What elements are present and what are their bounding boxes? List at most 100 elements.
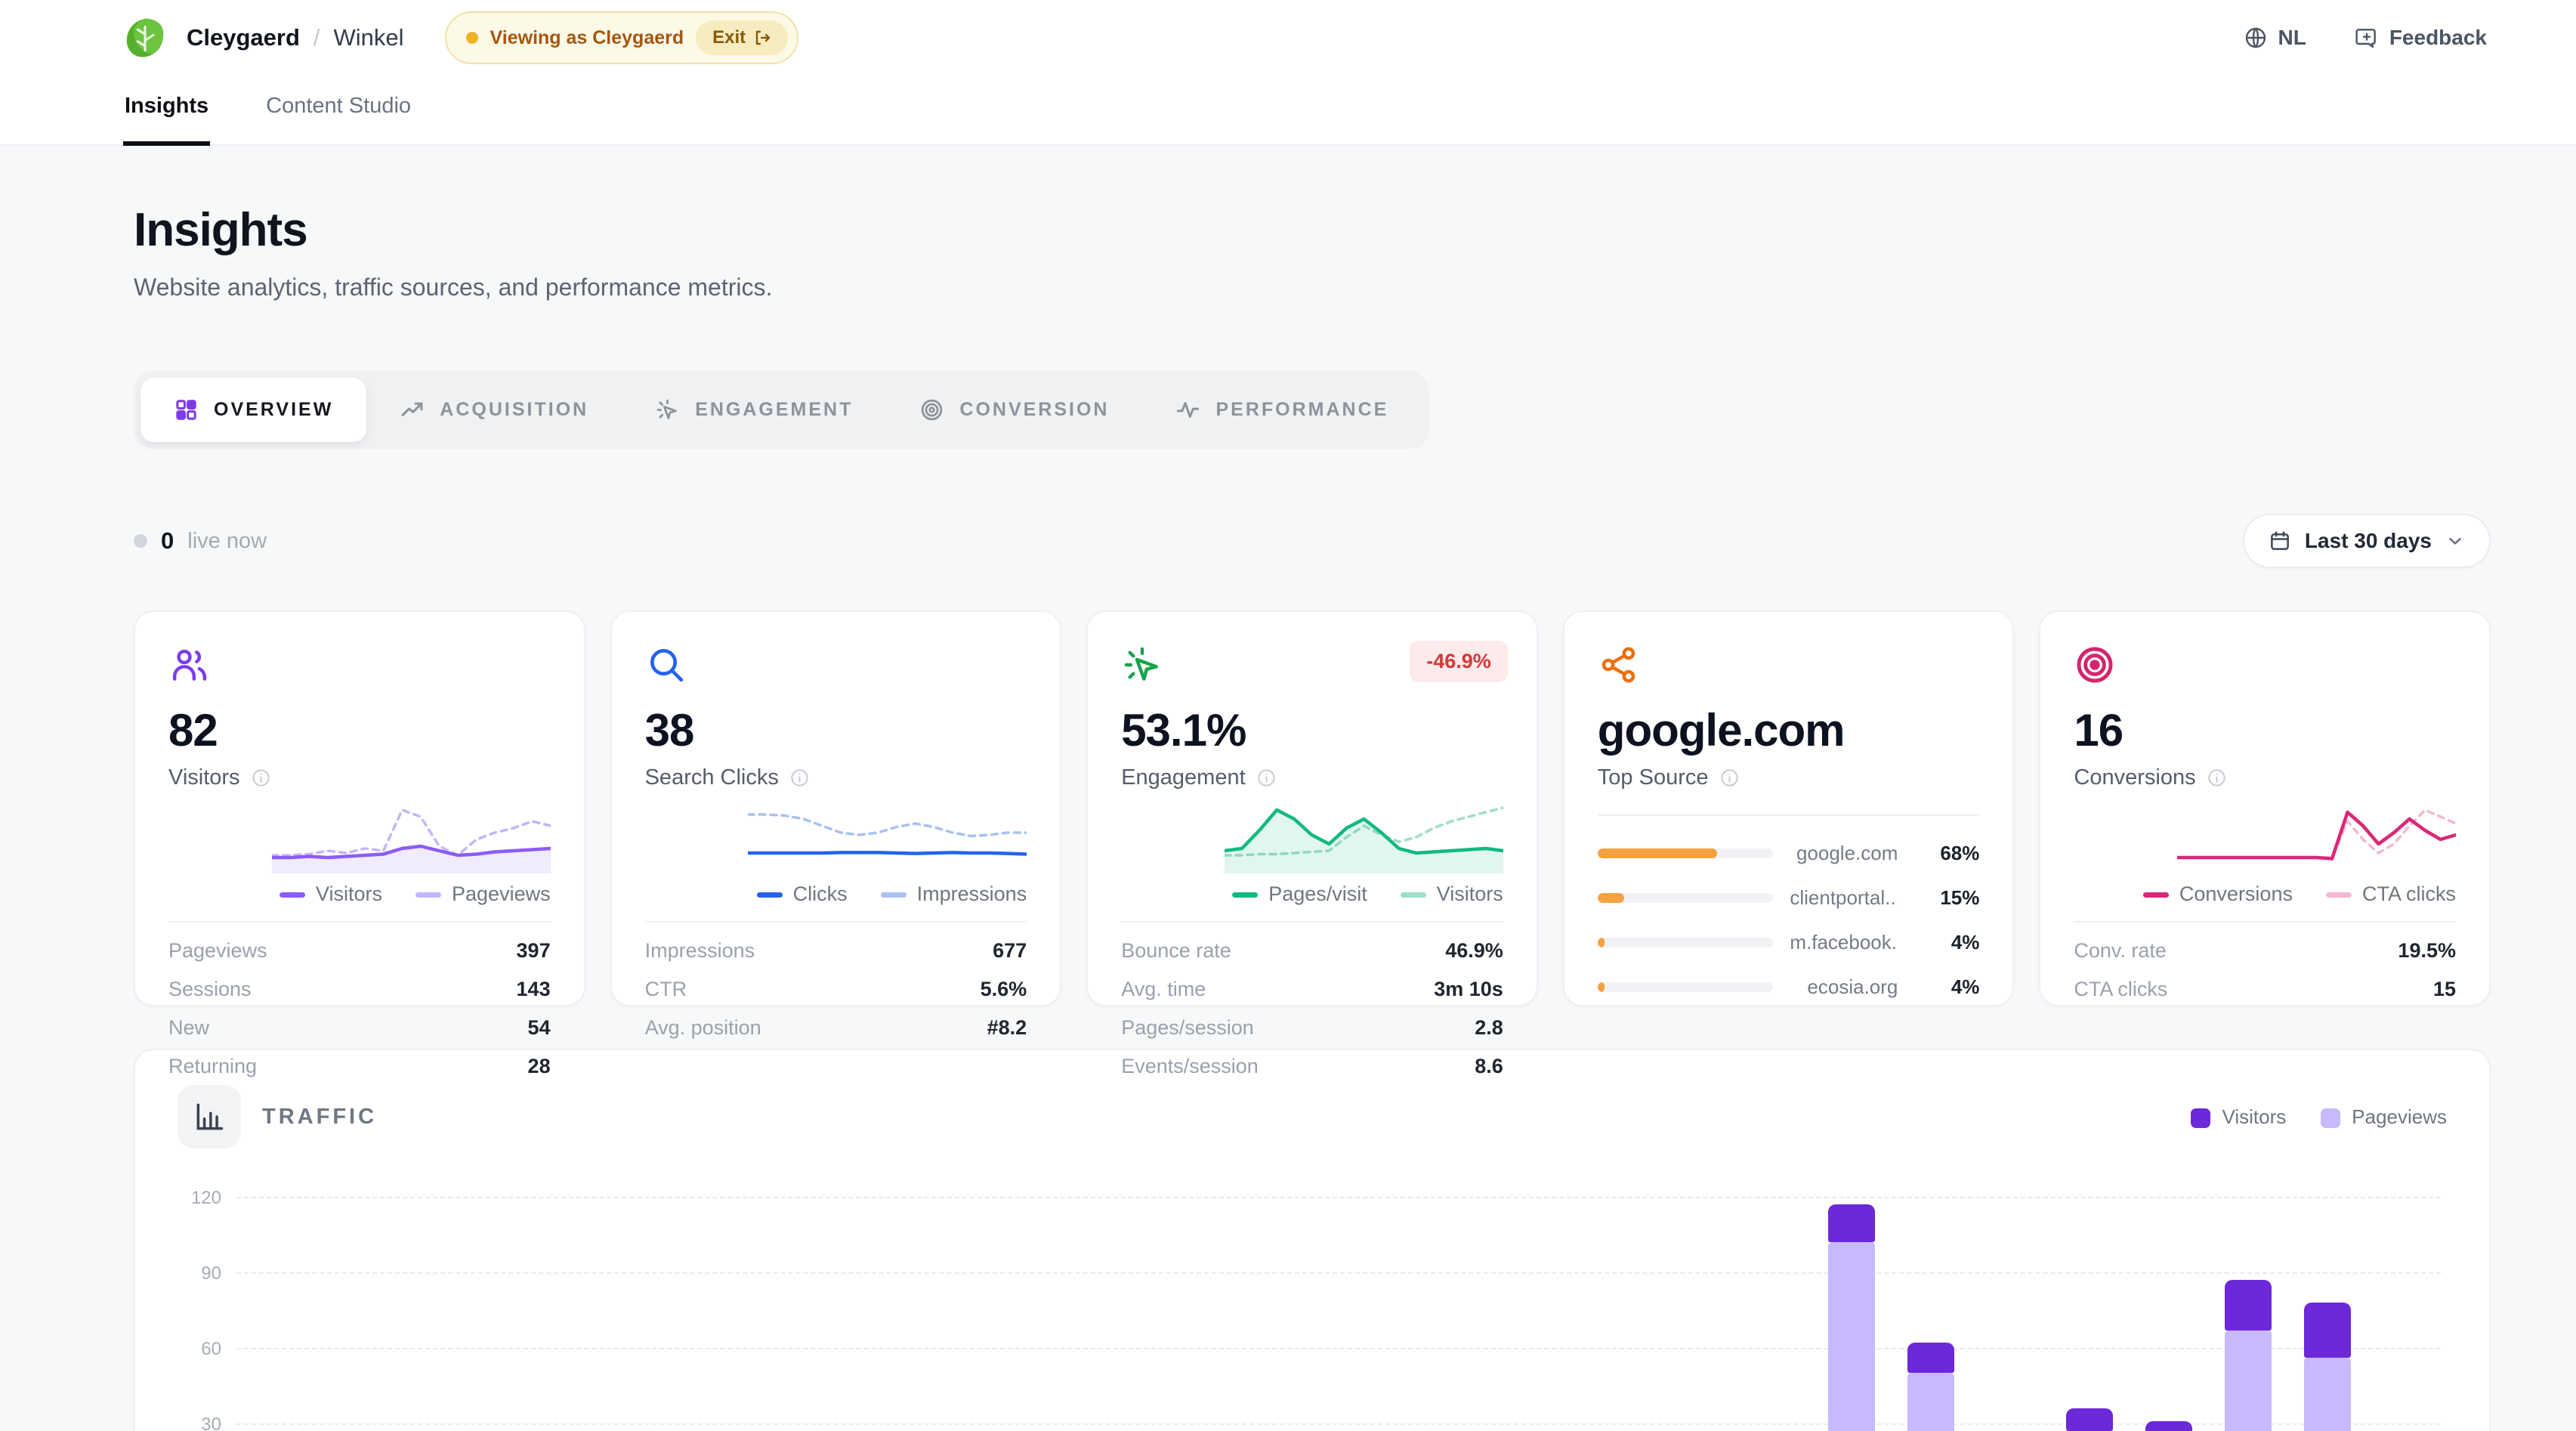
engagement-delta-badge: -46.9% <box>1410 641 1508 682</box>
brand-name[interactable]: Cleygaerd <box>187 24 300 51</box>
stat-pageviews: Pageviews 397 <box>168 939 551 962</box>
live-status-dot <box>134 534 147 548</box>
conversions-value: 16 <box>2074 705 2124 756</box>
source-row-ecosia: ecosia.org 4% <box>1597 975 1979 999</box>
tab-performance-label: PERFORMANCE <box>1215 399 1389 420</box>
cursor-click-icon <box>655 397 680 422</box>
stat-sessions: Sessions 143 <box>168 978 551 1000</box>
info-icon[interactable] <box>1256 768 1277 788</box>
info-icon[interactable] <box>789 768 810 788</box>
traffic-bar-29-mar[interactable] <box>2225 1280 2272 1431</box>
traffic-bar-24-mar[interactable] <box>1828 1204 1875 1431</box>
nav-tab-content-studio[interactable]: Content Studio <box>264 76 412 146</box>
stat-pages-session: Pages/session 2.8 <box>1121 1016 1503 1039</box>
conversions-sparkline <box>2074 792 2456 873</box>
visitors-value: 82 <box>168 705 218 756</box>
viewing-as-badge: Viewing as Cleygaerd Exit <box>444 11 799 64</box>
stat-new: New 54 <box>168 1016 551 1039</box>
conversions-label: Conversions <box>2074 765 2196 790</box>
nav-tab-insights[interactable]: Insights <box>123 76 211 146</box>
search-clicks-value: 38 <box>644 705 695 756</box>
viewing-status-dot <box>465 32 478 44</box>
traffic-bar-28-mar[interactable] <box>2145 1420 2192 1431</box>
source-row-google: google.com 68% <box>1597 842 1979 865</box>
share-icon <box>1598 644 1980 686</box>
tab-performance[interactable]: PERFORMANCE <box>1142 378 1422 442</box>
cursor-click-icon <box>1121 644 1503 686</box>
top-source-label: Top Source <box>1597 765 1709 790</box>
bar-segment-pageviews <box>1828 1242 1875 1431</box>
tab-engagement[interactable]: ENGAGEMENT <box>622 378 886 442</box>
users-icon <box>168 644 551 686</box>
stat-avg-time: Avg. time 3m 10s <box>1121 978 1503 1000</box>
search-clicks-card: 38 Search Clicks Clicks Impressions Impr… <box>610 610 1062 1039</box>
tab-overview-label: OVERVIEW <box>214 399 334 420</box>
bar-segment-visitors <box>2145 1420 2192 1431</box>
engagement-label: Engagement <box>1121 765 1246 790</box>
engagement-card-legend: Pages/visit Visitors <box>1121 882 1503 906</box>
feedback-icon <box>2355 26 2379 50</box>
conversions-card: 16 Conversions Conversions CTA clicks Co… <box>2039 610 2491 1006</box>
stat-impressions: Impressions 677 <box>644 939 1027 962</box>
bar-segment-pageviews <box>2225 1330 2272 1431</box>
language-label: NL <box>2278 26 2306 49</box>
info-icon[interactable] <box>251 768 271 788</box>
trending-up-icon <box>400 397 425 422</box>
tab-engagement-label: ENGAGEMENT <box>695 399 854 420</box>
target-icon <box>2074 644 2456 686</box>
visitors-card: 82 Visitors Visitors Pageviews Pageviews… <box>134 610 585 1077</box>
stat-returning: Returning 28 <box>168 1055 551 1077</box>
bar-segment-visitors <box>1907 1343 1954 1374</box>
engagement-value: 53.1% <box>1121 705 1246 756</box>
bar-segment-pageviews <box>2304 1358 2351 1431</box>
source-row-facebook: m.facebook.... 4% <box>1597 931 1979 954</box>
feedback-button[interactable]: Feedback <box>2355 26 2487 50</box>
traffic-bar-27-mar[interactable] <box>2066 1408 2113 1431</box>
live-count: 0 <box>161 527 175 554</box>
viewing-as-label: Viewing as Cleygaerd <box>490 26 684 48</box>
stat-cta-clicks: CTA clicks 15 <box>2074 978 2456 1000</box>
visitors-label: Visitors <box>168 765 240 790</box>
bar-segment-visitors <box>2304 1303 2351 1358</box>
page-subtitle: Website analytics, traffic sources, and … <box>134 274 773 301</box>
top-source-card: google.com Top Source google.com 68% cli… <box>1562 610 2015 1006</box>
tab-acquisition[interactable]: ACQUISITION <box>366 378 622 442</box>
traffic-legend: Visitors Pageviews <box>2191 1105 2447 1129</box>
activity-icon <box>1175 397 1200 422</box>
info-icon[interactable] <box>1719 768 1740 788</box>
date-range-selector[interactable]: Last 30 days <box>2242 514 2491 568</box>
bar-segment-visitors <box>2066 1408 2113 1431</box>
bar-segment-visitors <box>2225 1280 2272 1331</box>
tab-conversion[interactable]: CONVERSION <box>886 378 1142 442</box>
calendar-icon <box>2269 530 2291 552</box>
conversions-card-legend: Conversions CTA clicks <box>2074 882 2456 906</box>
search-icon <box>645 644 1027 686</box>
source-row-clientportal: clientportal.... 15% <box>1597 886 1979 910</box>
breadcrumb-separator: / <box>313 24 320 51</box>
traffic-bar-30-mar[interactable] <box>2304 1303 2351 1431</box>
search-clicks-label: Search Clicks <box>644 765 779 790</box>
tab-acquisition-label: ACQUISITION <box>440 399 589 420</box>
globe-icon <box>2244 26 2268 50</box>
workspace-name[interactable]: Winkel <box>333 24 404 51</box>
info-icon[interactable] <box>2207 768 2227 788</box>
live-visitors-indicator: 0 live now <box>134 527 267 555</box>
top-bar: Cleygaerd / Winkel Viewing as Cleygaerd … <box>0 0 2576 76</box>
exit-icon <box>753 29 771 47</box>
main-content: Insights Website analytics, traffic sour… <box>0 203 2576 1431</box>
language-selector[interactable]: NL <box>2244 26 2306 50</box>
page-title: Insights <box>134 204 308 256</box>
exit-viewing-button[interactable]: Exit <box>696 20 789 55</box>
traffic-bar-25-mar[interactable] <box>1907 1343 1954 1431</box>
stat-ctr: CTR 5.6% <box>644 978 1027 1000</box>
tab-overview[interactable]: OVERVIEW <box>141 378 367 442</box>
tab-conversion-label: CONVERSION <box>959 399 1110 420</box>
bar-segment-pageviews <box>1907 1373 1954 1431</box>
engagement-card: -46.9% 53.1% Engagement Pages/visit Visi… <box>1086 610 1538 1077</box>
bar-segment-visitors <box>1828 1204 1875 1242</box>
top-source-value: google.com <box>1597 705 1846 756</box>
breadcrumb: Cleygaerd / Winkel <box>187 24 404 51</box>
leaf-logo <box>123 16 167 60</box>
stat-conv-rate: Conv. rate 19.5% <box>2074 939 2456 962</box>
visitors-sparkline <box>168 792 551 873</box>
